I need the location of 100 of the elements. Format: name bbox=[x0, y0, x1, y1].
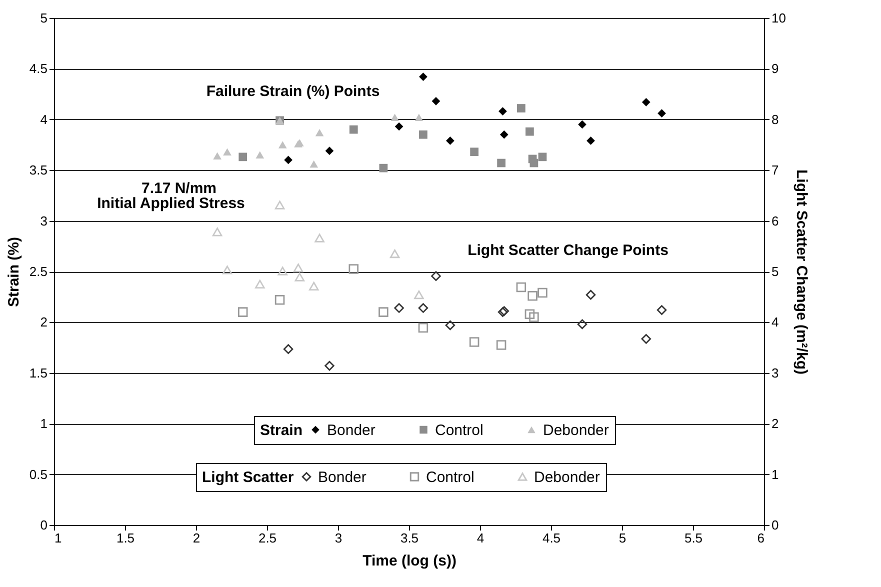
point bbox=[315, 128, 324, 136]
point bbox=[310, 160, 318, 168]
annotation: Light Scatter Change Points bbox=[468, 242, 668, 259]
legend-label: Bonder bbox=[318, 468, 366, 486]
point bbox=[283, 344, 294, 354]
point bbox=[414, 114, 424, 121]
y2-tick-label: 9 bbox=[772, 61, 779, 76]
point bbox=[538, 288, 548, 298]
x-tick-label: 2.5 bbox=[258, 530, 277, 546]
legend-label: Debonder bbox=[543, 422, 609, 439]
y2-tick-label: 0 bbox=[772, 518, 779, 532]
point bbox=[308, 282, 319, 291]
legend-label: Debonder bbox=[534, 468, 600, 486]
point bbox=[378, 307, 388, 317]
point bbox=[238, 152, 248, 162]
point bbox=[530, 158, 538, 168]
legend-label: Control bbox=[426, 468, 474, 486]
point bbox=[349, 125, 358, 134]
x-tick-label: 5 bbox=[618, 530, 626, 546]
x-tick-label: 3 bbox=[334, 530, 342, 546]
point bbox=[586, 136, 595, 145]
point bbox=[586, 290, 596, 300]
point bbox=[578, 120, 586, 129]
point bbox=[538, 152, 547, 162]
point bbox=[418, 303, 428, 313]
y-tick-label: 0 bbox=[40, 518, 48, 532]
point bbox=[418, 322, 428, 333]
text: Light Scatter bbox=[202, 469, 294, 486]
point bbox=[314, 234, 324, 242]
point bbox=[390, 114, 399, 121]
legend-label: Control bbox=[435, 422, 484, 439]
y-tick-label: 0.5 bbox=[29, 466, 48, 482]
point bbox=[394, 122, 404, 131]
y-tick-label: 5 bbox=[40, 10, 48, 26]
point bbox=[500, 130, 508, 139]
y2-tick-label: 5 bbox=[772, 264, 779, 279]
legend-label: Bonder bbox=[327, 422, 376, 439]
point bbox=[212, 228, 222, 236]
y2-tick-label: 6 bbox=[772, 213, 779, 228]
x-tick-label: 6 bbox=[757, 530, 764, 546]
point bbox=[528, 290, 538, 301]
x-tick-label: 4 bbox=[476, 530, 484, 546]
point bbox=[325, 146, 334, 156]
y-tick-label: 1 bbox=[40, 416, 48, 432]
point bbox=[577, 319, 588, 330]
y2-tick-label: 3 bbox=[772, 365, 779, 380]
point bbox=[469, 337, 480, 347]
point bbox=[658, 109, 666, 118]
point bbox=[238, 307, 248, 317]
x-tick-label: 4.5 bbox=[542, 530, 561, 546]
x-tick-label: 1 bbox=[54, 530, 62, 546]
point bbox=[498, 107, 507, 116]
point bbox=[390, 249, 400, 258]
y-tick-label: 4 bbox=[40, 112, 48, 127]
point bbox=[284, 156, 292, 164]
point bbox=[379, 164, 388, 172]
point bbox=[294, 272, 305, 282]
x-axis-title: Time (log (s)) bbox=[362, 552, 456, 570]
point bbox=[432, 96, 440, 106]
point bbox=[656, 305, 667, 315]
point bbox=[446, 136, 454, 145]
point bbox=[223, 148, 232, 156]
y2-tick-label: 2 bbox=[772, 416, 779, 432]
point bbox=[278, 266, 288, 276]
x-tick-label: 5.5 bbox=[684, 530, 703, 546]
annotation: Failure Strain (%) Points bbox=[206, 83, 380, 100]
point bbox=[256, 151, 264, 159]
y2-tick-label: 4 bbox=[772, 314, 779, 330]
point bbox=[641, 334, 652, 344]
point bbox=[274, 200, 285, 210]
y-tick-label: 3 bbox=[40, 213, 48, 228]
y2-tick-label: 1 bbox=[772, 466, 779, 482]
point bbox=[419, 130, 428, 139]
point bbox=[529, 312, 539, 322]
point bbox=[524, 309, 535, 319]
x-tick-label: 3.5 bbox=[400, 530, 419, 546]
point bbox=[394, 303, 404, 313]
y2-tick-label: 8 bbox=[772, 112, 779, 127]
y2-tick-label: 10 bbox=[772, 10, 786, 26]
y-tick-label: 3.5 bbox=[29, 162, 48, 178]
y-tick-label: 1.5 bbox=[29, 365, 48, 380]
y2-tick-label: 7 bbox=[772, 162, 779, 178]
point bbox=[431, 271, 441, 281]
point bbox=[445, 320, 456, 330]
y-tick-label: 2.5 bbox=[29, 264, 48, 279]
x-tick-label: 2 bbox=[192, 530, 200, 546]
point bbox=[222, 266, 232, 274]
point bbox=[497, 158, 506, 168]
point bbox=[516, 104, 526, 112]
point bbox=[348, 264, 359, 274]
text: Strain bbox=[260, 422, 303, 439]
point bbox=[213, 152, 222, 160]
point bbox=[419, 72, 428, 81]
y-axis-title: Strain (%) bbox=[5, 236, 22, 308]
y2-axis-title: Light Scatter Change (m²/kg) bbox=[792, 169, 810, 375]
point bbox=[324, 360, 334, 371]
point bbox=[278, 141, 287, 148]
point bbox=[526, 127, 534, 136]
annotation: 7.17 N/mm bbox=[141, 180, 217, 197]
point bbox=[274, 295, 285, 305]
